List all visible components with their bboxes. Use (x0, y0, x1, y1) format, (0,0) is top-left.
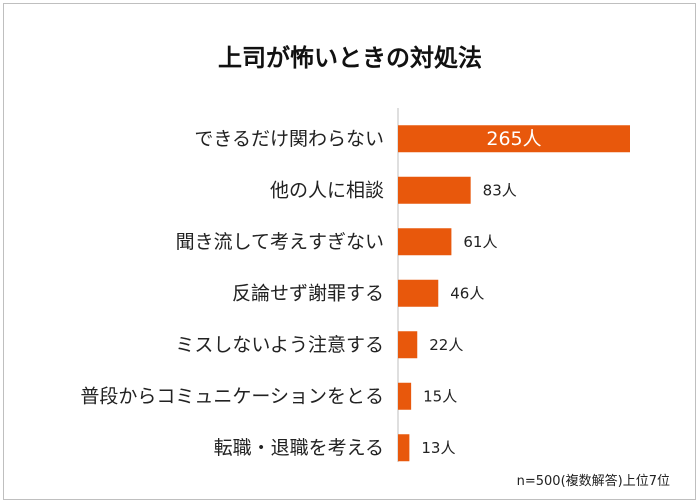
category-label: 反論せず謝罪する (232, 282, 384, 304)
data-label: 15人 (423, 387, 457, 405)
category-label: 転職・退職を考える (214, 437, 384, 459)
sample-note: n=500(複数解答)上位7位 (516, 474, 670, 489)
category-label: 他の人に相談 (270, 179, 384, 201)
data-label: 61人 (463, 233, 497, 251)
bar (398, 176, 471, 204)
bar (398, 125, 630, 153)
category-label: 普段からコミュニケーションをとる (80, 385, 384, 407)
data-label: 22人 (429, 336, 463, 354)
category-label: ミスしないよう注意する (175, 334, 384, 356)
category-label: できるだけ関わらない (194, 128, 384, 150)
data-label: 83人 (483, 181, 517, 199)
category-label: 聞き流して考えすぎない (176, 231, 384, 253)
bar (398, 331, 418, 359)
bar (398, 228, 452, 256)
bar (398, 382, 412, 410)
chart-frame (3, 3, 696, 500)
chart-title: 上司が怖いときの対処法 (218, 44, 482, 72)
data-label: 13人 (421, 439, 455, 457)
bar (398, 434, 410, 462)
bar (398, 279, 439, 307)
data-label: 265人 (486, 128, 541, 150)
data-label: 46人 (450, 284, 484, 302)
